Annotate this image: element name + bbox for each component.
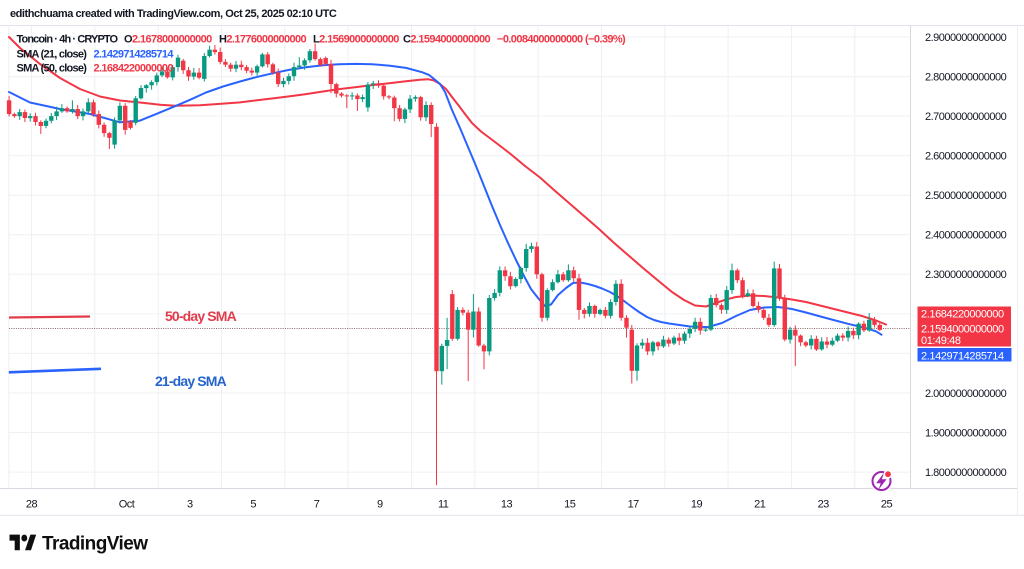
svg-text:7: 7 [314,499,320,511]
svg-text:17: 17 [628,499,640,511]
svg-text:19: 19 [691,499,703,511]
svg-text:21: 21 [754,499,766,511]
svg-text:01:49:48: 01:49:48 [921,335,961,347]
svg-text:9: 9 [377,499,383,511]
svg-text:2.3000000000000: 2.3000000000000 [925,269,1007,281]
svg-text:1.8000000000000: 1.8000000000000 [925,467,1007,479]
svg-text:edithchuama created with Tradi: edithchuama created with TradingView.com… [10,8,337,20]
svg-text:2.1429714285714: 2.1429714285714 [921,351,1004,363]
svg-text:5: 5 [250,499,256,511]
svg-text:2.6000000000000: 2.6000000000000 [925,151,1007,163]
svg-text:23: 23 [818,499,830,511]
svg-text:28: 28 [26,499,38,511]
svg-text:1.9000000000000: 1.9000000000000 [925,427,1007,439]
svg-text:50-day SMA: 50-day SMA [165,308,237,324]
svg-text:3: 3 [187,499,193,511]
svg-text:−0.0084000000000 (−0.39%): −0.0084000000000 (−0.39%) [497,34,626,46]
svg-text:13: 13 [501,499,513,511]
svg-text:H2.1776000000000: H2.1776000000000 [219,34,307,46]
svg-text:SMA (21, close): SMA (21, close) [17,49,88,61]
svg-text:2.5000000000000: 2.5000000000000 [925,190,1007,202]
svg-text:SMA (50, close): SMA (50, close) [17,63,88,75]
svg-text:L2.1569000000000: L2.1569000000000 [313,34,399,46]
svg-text:2.1684220000000: 2.1684220000000 [921,309,1004,321]
svg-text:Toncoin · 4h · CRYPTO: Toncoin · 4h · CRYPTO [17,34,119,46]
svg-text:C2.1594000000000: C2.1594000000000 [403,34,491,46]
svg-text:O2.1678000000000: O2.1678000000000 [124,34,212,46]
svg-text:2.4000000000000: 2.4000000000000 [925,230,1007,242]
svg-text:2.0000000000000: 2.0000000000000 [925,388,1007,400]
svg-text:21-day SMA: 21-day SMA [155,373,227,389]
svg-text:11: 11 [438,499,449,511]
svg-text:25: 25 [881,499,893,511]
svg-text:2.1684220000000: 2.1684220000000 [94,63,174,75]
svg-text:Oct: Oct [119,499,135,511]
svg-text:TradingView: TradingView [42,534,148,555]
svg-text:2.9000000000000: 2.9000000000000 [925,32,1007,44]
svg-text:2.7000000000000: 2.7000000000000 [925,111,1007,123]
svg-text:2.8000000000000: 2.8000000000000 [925,71,1007,83]
svg-text:15: 15 [564,499,576,511]
svg-text:2.1594000000000: 2.1594000000000 [921,324,1004,336]
svg-text:2.1429714285714: 2.1429714285714 [94,49,175,61]
